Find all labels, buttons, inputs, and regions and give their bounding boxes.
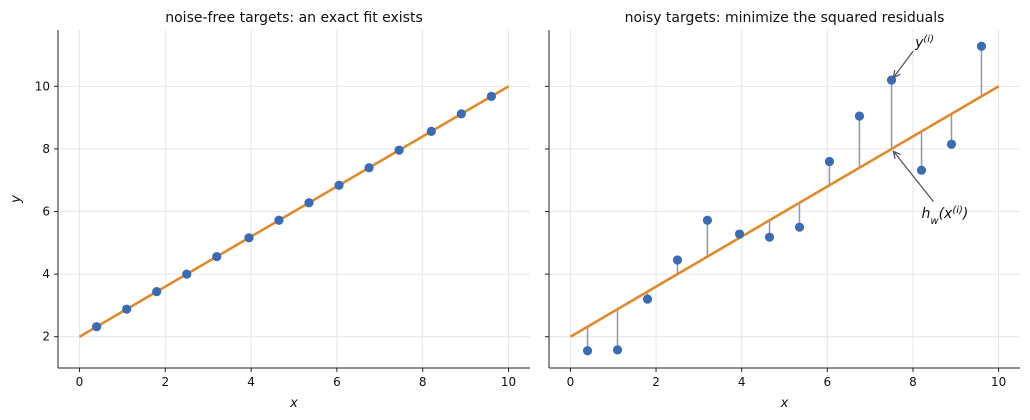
x-tick-label: 8 [909,375,917,389]
y-tick-label: 10 [35,79,50,93]
x-axis-label: x [780,396,789,411]
data-point [764,232,775,242]
y-tick-label: 2 [42,330,50,344]
y-tick-label: 4 [42,267,50,281]
y-axis-label: y [9,195,24,204]
chart-title: noisy targets: minimize the squared resi… [625,10,945,26]
data-point [244,233,254,243]
data-point [976,41,987,51]
fit-line [78,85,510,338]
x-tick-label: 10 [501,375,516,389]
x-tick-label: 8 [419,375,427,389]
annotation-arrow [892,150,935,203]
x-tick-label: 4 [247,375,255,389]
data-point [182,269,192,279]
data-point [394,145,404,155]
data-point [734,229,745,239]
data-point [612,345,623,355]
annotation-label: y(i) [914,34,934,52]
data-point [854,111,865,121]
data-point [212,251,222,262]
x-tick-label: 10 [991,375,1006,389]
data-point [582,346,593,356]
fit-line [569,85,1000,338]
data-point [642,294,653,304]
x-tick-label: 6 [823,375,831,389]
y-tick-label: 8 [42,142,50,156]
x-axis-label: x [289,396,298,411]
annotation-arrowhead [892,150,901,160]
data-point [672,255,683,265]
data-point [334,180,344,190]
data-point [456,109,466,119]
data-point [794,222,805,232]
data-point [122,304,132,314]
annotation-arrow [892,50,914,79]
data-point [946,139,957,149]
chart-title: noise-free targets: an exact fit exists [165,10,423,26]
annotation-label: hw(x(i)) [922,204,969,226]
x-tick-label: 0 [76,375,84,389]
data-point [916,165,927,175]
data-point [274,215,284,225]
x-tick-label: 2 [652,375,660,389]
left-chart-panel: 0 2 4 6 8 10 2 4 6 8 10 noise-free targets: an exac… [9,10,530,411]
data-point [486,91,496,101]
x-tick-label: 0 [567,375,575,389]
annotation-arrowhead [892,69,901,79]
data-point [702,215,713,225]
y-tick-label: 6 [42,205,50,219]
data-point [824,156,835,167]
x-tick-label: 2 [161,375,169,389]
data-point [92,322,102,332]
x-tick-label: 6 [333,375,341,389]
data-point [304,198,314,208]
data-point [152,287,162,297]
data-point [426,126,436,136]
x-tick-label: 4 [738,375,746,389]
data-point [364,163,374,173]
right-chart-panel: 0 2 4 6 8 10 noisy targets: minimize the squar… [545,10,1020,411]
